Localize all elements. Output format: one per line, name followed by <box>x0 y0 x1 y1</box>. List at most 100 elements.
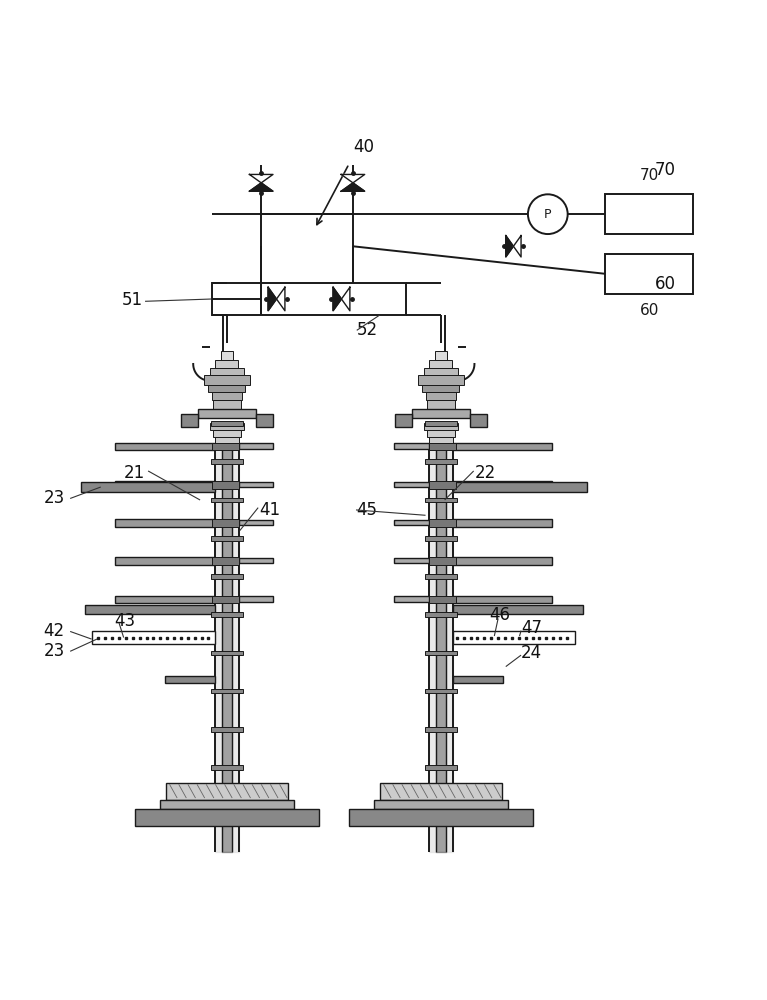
Bar <box>430 443 452 449</box>
Bar <box>212 283 407 315</box>
Bar <box>115 557 215 565</box>
Text: 24: 24 <box>521 644 542 662</box>
Bar <box>412 409 470 418</box>
Bar <box>453 596 552 603</box>
Bar <box>221 351 233 360</box>
Bar <box>453 481 552 489</box>
Bar <box>115 596 215 603</box>
Bar <box>425 574 457 579</box>
Bar <box>374 800 508 809</box>
Bar <box>213 400 241 409</box>
Bar <box>204 375 250 385</box>
Bar <box>212 443 239 450</box>
Bar <box>394 596 429 602</box>
Bar <box>453 557 552 565</box>
Bar <box>256 414 273 427</box>
Bar <box>429 519 456 527</box>
Bar <box>198 409 256 418</box>
Bar <box>429 443 456 450</box>
Bar <box>115 519 215 527</box>
Text: 40: 40 <box>353 138 374 156</box>
Bar <box>239 443 274 449</box>
Bar <box>427 400 455 409</box>
Bar <box>92 631 215 644</box>
Bar <box>453 443 552 450</box>
Bar <box>181 414 198 427</box>
Bar <box>424 368 458 375</box>
Polygon shape <box>249 183 273 191</box>
Polygon shape <box>341 174 364 183</box>
Bar <box>424 423 458 430</box>
Bar <box>165 676 215 683</box>
Bar <box>453 605 583 614</box>
Bar <box>395 414 412 427</box>
Text: 45: 45 <box>356 501 377 519</box>
Bar <box>211 765 243 770</box>
Text: 60: 60 <box>640 303 659 318</box>
Text: P: P <box>544 208 551 221</box>
Text: 46: 46 <box>489 606 510 624</box>
Bar <box>81 482 215 492</box>
Bar <box>453 519 552 527</box>
Circle shape <box>528 194 568 234</box>
Polygon shape <box>249 174 273 183</box>
Bar <box>394 520 429 525</box>
Bar <box>211 651 243 655</box>
Text: 22: 22 <box>476 464 496 482</box>
Text: 23: 23 <box>44 489 64 507</box>
Bar <box>211 689 243 693</box>
Text: 42: 42 <box>44 622 64 640</box>
Bar <box>470 414 487 427</box>
Bar <box>380 783 502 800</box>
Polygon shape <box>341 287 350 311</box>
Bar <box>239 482 274 487</box>
Bar <box>213 430 241 437</box>
Text: 41: 41 <box>260 501 281 519</box>
Bar <box>605 254 693 294</box>
Text: 23: 23 <box>44 642 64 660</box>
Text: 21: 21 <box>123 464 145 482</box>
Bar <box>426 392 456 400</box>
Polygon shape <box>513 236 521 257</box>
Bar <box>394 558 429 563</box>
Text: 47: 47 <box>521 619 542 637</box>
Bar <box>453 631 575 644</box>
Bar <box>210 423 244 430</box>
Text: 52: 52 <box>357 321 378 339</box>
Bar <box>209 385 245 392</box>
Bar <box>84 605 215 614</box>
Bar <box>216 443 238 449</box>
Polygon shape <box>341 183 364 191</box>
Bar <box>211 574 243 579</box>
Bar <box>453 676 502 683</box>
Bar <box>211 536 243 541</box>
Bar <box>429 437 453 443</box>
Text: 70: 70 <box>655 161 676 179</box>
Bar <box>115 481 215 489</box>
Bar <box>212 392 242 400</box>
Bar <box>212 596 239 603</box>
Bar <box>394 443 429 449</box>
Bar <box>211 612 243 617</box>
Bar <box>239 596 274 602</box>
Bar <box>211 498 243 502</box>
Bar <box>423 385 459 392</box>
Bar <box>115 443 215 450</box>
Bar <box>453 482 587 492</box>
Bar <box>215 437 239 443</box>
Bar <box>349 809 532 826</box>
Polygon shape <box>333 287 341 311</box>
Bar <box>425 536 457 541</box>
Bar <box>211 459 243 464</box>
Bar <box>239 558 274 563</box>
Bar <box>212 481 239 489</box>
Bar <box>135 809 318 826</box>
Bar <box>210 368 244 375</box>
Bar <box>430 360 453 368</box>
Bar <box>394 482 429 487</box>
Bar <box>425 689 457 693</box>
Bar <box>429 596 456 603</box>
Bar <box>160 800 294 809</box>
Bar <box>425 498 457 502</box>
Bar <box>435 351 447 360</box>
